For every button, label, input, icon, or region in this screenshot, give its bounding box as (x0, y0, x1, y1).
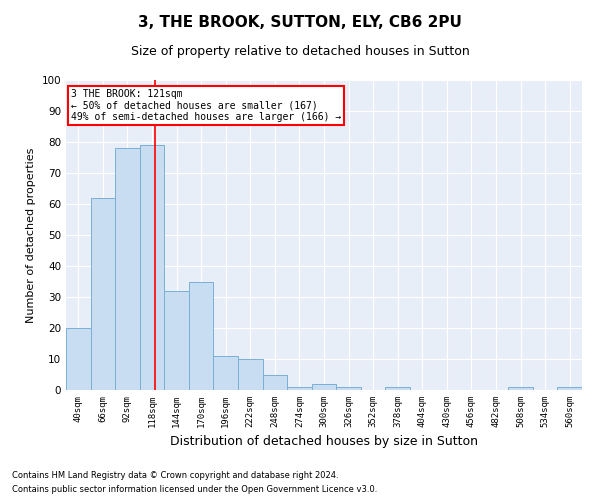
Bar (263, 374, 287, 390)
Text: 3, THE BROOK, SUTTON, ELY, CB6 2PU: 3, THE BROOK, SUTTON, ELY, CB6 2PU (138, 15, 462, 30)
Bar (66, 328, 91, 390)
Text: Contains public sector information licensed under the Open Government Licence v3: Contains public sector information licen… (12, 486, 377, 494)
Text: Size of property relative to detached houses in Sutton: Size of property relative to detached ho… (131, 45, 469, 58)
Bar (312, 384, 336, 390)
Bar (287, 387, 312, 390)
Text: 3 THE BROOK: 121sqm
← 50% of detached houses are smaller (167)
49% of semi-detac: 3 THE BROOK: 121sqm ← 50% of detached ho… (71, 90, 341, 122)
Bar (164, 291, 189, 390)
Bar (508, 387, 533, 390)
Bar (115, 148, 140, 390)
Y-axis label: Number of detached properties: Number of detached properties (26, 148, 36, 322)
Bar (336, 387, 361, 390)
Bar (557, 387, 582, 390)
X-axis label: Distribution of detached houses by size in Sutton: Distribution of detached houses by size … (170, 436, 478, 448)
Bar (189, 282, 214, 390)
Bar (91, 198, 115, 390)
Bar (238, 359, 263, 390)
Text: Contains HM Land Registry data © Crown copyright and database right 2024.: Contains HM Land Registry data © Crown c… (12, 470, 338, 480)
Bar (214, 356, 238, 390)
Bar (140, 145, 164, 390)
Bar (385, 387, 410, 390)
